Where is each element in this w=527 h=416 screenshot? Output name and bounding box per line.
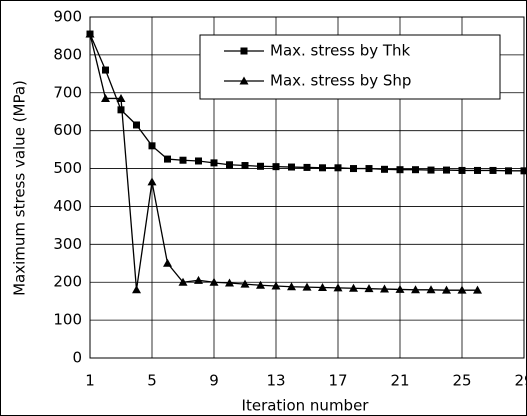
marker bbox=[209, 277, 219, 286]
marker bbox=[272, 163, 280, 171]
marker bbox=[194, 275, 203, 284]
y-tick-label: 300 bbox=[53, 235, 82, 253]
marker bbox=[179, 156, 187, 164]
marker bbox=[102, 66, 109, 74]
marker bbox=[85, 29, 95, 38]
marker bbox=[474, 166, 481, 174]
marker bbox=[396, 166, 404, 174]
marker bbox=[116, 93, 126, 102]
marker bbox=[256, 280, 265, 289]
marker bbox=[225, 278, 234, 287]
series-line bbox=[89, 33, 478, 291]
marker bbox=[163, 258, 172, 267]
x-tick-label: 21 bbox=[390, 372, 409, 390]
marker bbox=[117, 106, 125, 114]
x-axis-label: Iteration number bbox=[242, 397, 370, 415]
marker bbox=[101, 93, 110, 102]
y-tick-label: 500 bbox=[53, 159, 82, 177]
marker bbox=[333, 283, 343, 292]
legend-box bbox=[199, 34, 501, 100]
marker bbox=[411, 285, 420, 294]
y-tick-label: 700 bbox=[53, 83, 82, 101]
marker bbox=[148, 142, 156, 150]
marker bbox=[412, 166, 419, 174]
y-tick-label: 400 bbox=[53, 197, 82, 215]
marker bbox=[178, 277, 188, 286]
marker bbox=[164, 155, 171, 163]
marker bbox=[520, 167, 527, 175]
y-tick-label: 800 bbox=[53, 45, 82, 63]
y-tick-label: 0 bbox=[72, 349, 82, 367]
y-tick-label: 100 bbox=[53, 311, 82, 329]
marker bbox=[334, 164, 342, 172]
marker bbox=[364, 284, 374, 293]
marker bbox=[442, 285, 451, 294]
legend-label: Max. stress by Shp bbox=[270, 72, 411, 90]
marker bbox=[457, 285, 467, 294]
y-tick-label: 900 bbox=[53, 8, 82, 26]
marker bbox=[287, 282, 296, 291]
marker bbox=[132, 285, 141, 294]
marker bbox=[365, 165, 373, 173]
marker bbox=[302, 282, 312, 291]
x-tick-label: 5 bbox=[147, 372, 157, 390]
x-tick-label: 29 bbox=[514, 372, 527, 390]
x-tick-label: 13 bbox=[266, 372, 285, 390]
legend-marker bbox=[239, 76, 249, 85]
marker bbox=[241, 162, 249, 170]
y-tick-label: 600 bbox=[53, 121, 82, 139]
marker bbox=[226, 161, 233, 169]
marker bbox=[147, 177, 157, 186]
x-tick-label: 1 bbox=[85, 372, 95, 390]
marker bbox=[319, 164, 326, 172]
x-tick-label: 17 bbox=[328, 372, 347, 390]
y-tick-label: 200 bbox=[53, 273, 82, 291]
marker bbox=[381, 165, 388, 173]
legend-label: Max. stress by Thk bbox=[270, 42, 411, 60]
marker bbox=[195, 157, 202, 165]
marker bbox=[380, 284, 389, 293]
marker bbox=[350, 165, 357, 173]
marker bbox=[489, 166, 497, 174]
marker bbox=[443, 166, 450, 174]
x-tick-label: 9 bbox=[209, 372, 219, 390]
marker bbox=[458, 166, 466, 174]
marker bbox=[303, 163, 311, 171]
legend-marker bbox=[240, 47, 248, 55]
marker bbox=[426, 285, 436, 294]
marker bbox=[210, 159, 218, 167]
y-axis-label: Maximum stress value (MPa) bbox=[11, 80, 29, 296]
marker bbox=[133, 121, 140, 129]
marker bbox=[318, 283, 327, 292]
marker bbox=[349, 283, 358, 292]
marker bbox=[271, 281, 281, 290]
marker bbox=[288, 163, 295, 171]
marker bbox=[427, 166, 435, 174]
marker bbox=[473, 285, 482, 294]
marker bbox=[240, 279, 250, 288]
marker bbox=[395, 284, 405, 293]
marker bbox=[505, 167, 512, 175]
x-tick-label: 25 bbox=[452, 372, 471, 390]
marker bbox=[257, 162, 264, 170]
